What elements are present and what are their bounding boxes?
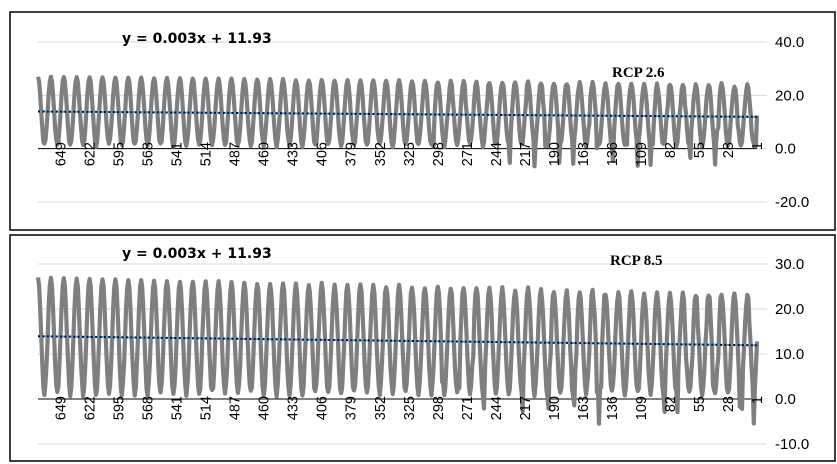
x-tick-label: 244 [489,396,505,420]
x-tick-label: 271 [460,142,476,166]
chart-rcp26: 649 622 595 568 541 514 487 460 433 406 379 352 325 2… [9,11,836,231]
x-tick-label: 1 [750,396,766,404]
y-tick-label: 20.0 [775,301,804,318]
x-tick-label: 433 [286,396,302,420]
x-tick-label: 460 [257,142,273,166]
x-tick-label: 217 [518,396,534,420]
x-tick-label: 163 [576,396,592,420]
x-tick-label: 379 [344,142,360,166]
x-tick-label: 595 [112,396,128,420]
y-tick-label: 0.0 [775,391,796,408]
x-tick-label: 190 [547,142,563,166]
x-tick-label: 622 [83,142,99,166]
trend-line-dotted [37,110,758,118]
y-tick-label: 10.0 [775,346,804,363]
x-tick-label: 352 [373,142,389,166]
x-tick-label: 217 [518,142,534,166]
chart-panel-rcp26: 649 622 595 568 541 514 487 460 433 406 379 352 325 2… [9,11,836,231]
x-tick-label: 82 [663,142,679,158]
x-tick-label: 82 [663,396,679,412]
x-tick-label: 541 [170,396,186,420]
x-tick-label: 298 [431,396,447,420]
x-tick-label: 190 [547,396,563,420]
chart-frame [9,11,836,231]
x-tick-label: 487 [228,396,244,420]
x-tick-label: 244 [489,142,505,166]
trend-equation: y = 0.003x + 11.93 [122,31,272,47]
seasonal-oscillation-line [35,275,760,426]
x-tick-label: 109 [634,142,650,166]
x-tick-label: 136 [605,396,621,420]
x-tick-label: 568 [141,142,157,166]
trend-line [37,110,758,118]
x-tick-label: 271 [460,396,476,420]
x-tick-label: 541 [170,142,186,166]
x-tick-label: 649 [54,142,70,166]
x-tick-label: 325 [402,396,418,420]
x-tick-label: 649 [54,396,70,420]
y-tick-labels: 40.0 20.0 0.0 -20.0 [775,34,809,211]
x-tick-label: 1 [750,142,766,150]
trend-line [37,335,758,347]
chart-panel-rcp85: 649 622 595 568 541 514 487 460 433 406 379 352 325 2… [0,232,837,464]
x-tick-label: 28 [721,396,737,412]
x-tick-label: 433 [286,142,302,166]
y-tick-label: 0.0 [775,141,796,158]
y-tick-label: 30.0 [775,256,804,273]
y-tick-labels: 30.0 20.0 10.0 0.0 -10.0 [775,256,809,453]
x-tick-label: 352 [373,396,389,420]
x-tick-label: 163 [576,142,592,166]
x-tick-label: 136 [605,142,621,166]
y-tick-label: -20.0 [775,194,809,211]
scenario-label: RCP 8.5 [610,253,663,269]
x-tick-labels: 649 622 595 568 541 514 487 460 433 406 379 352 325 2… [54,142,766,166]
chart-frame [9,234,836,462]
y-tick-label: 40.0 [775,34,804,51]
x-tick-label: 325 [402,142,418,166]
x-tick-label: 406 [315,396,331,420]
x-tick-label: 406 [315,142,331,166]
temperature-series [35,275,760,426]
y-tick-label: -10.0 [775,436,809,453]
x-tick-label: 460 [257,396,273,420]
chart-rcp85: 649 622 595 568 541 514 487 460 433 406 379 352 325 2… [9,234,836,462]
x-tick-label: 379 [344,396,360,420]
x-tick-label: 514 [199,142,215,166]
x-tick-label: 298 [431,142,447,166]
x-tick-label: 55 [692,396,708,412]
temperature-series [35,74,760,169]
x-tick-label: 514 [199,396,215,420]
x-tick-label: 28 [721,142,737,158]
scenario-label: RCP 2.6 [612,65,665,81]
x-tick-label: 487 [228,142,244,166]
x-tick-label: 622 [83,396,99,420]
trend-line-dotted [37,335,758,347]
seasonal-oscillation-line [35,74,760,169]
x-tick-labels: 649 622 595 568 541 514 487 460 433 406 379 352 325 2… [54,396,766,420]
x-tick-label: 595 [112,142,128,166]
x-tick-label: 109 [634,396,650,420]
x-tick-label: 55 [692,142,708,158]
trend-equation: y = 0.003x + 11.93 [122,246,272,262]
x-tick-label: 568 [141,396,157,420]
y-tick-label: 20.0 [775,87,804,104]
